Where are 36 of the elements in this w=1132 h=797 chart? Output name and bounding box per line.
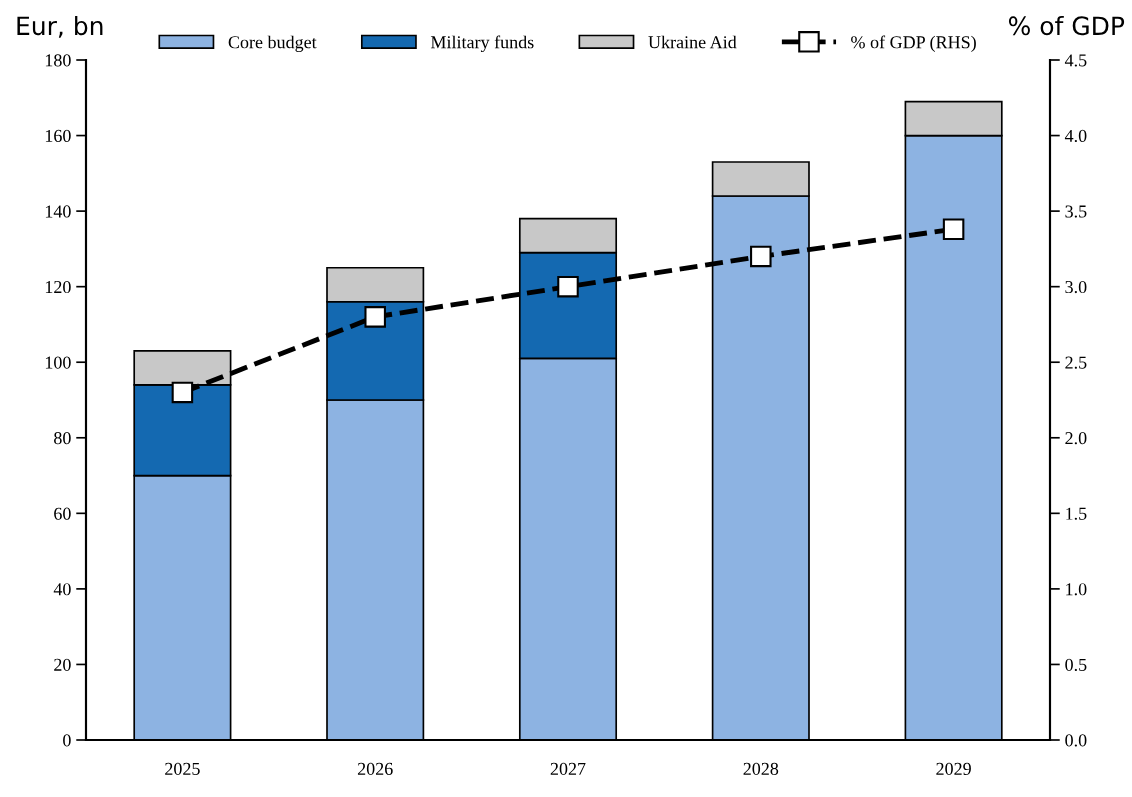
y-tick-label: 180 (45, 54, 71, 67)
point (557, 275, 579, 298)
y-tick-label: 0 (63, 734, 71, 747)
legend-label: Ukraine Aid (648, 35, 737, 49)
legend-label: Core budget (228, 35, 317, 53)
y-tick-label: 20 (54, 658, 71, 671)
point (750, 245, 772, 268)
legend-label: Military funds (430, 35, 534, 53)
y2-tick-label: 4.0 (1064, 129, 1087, 143)
y-tick-label: 40 (53, 583, 71, 596)
y-tick-label: 120 (45, 280, 71, 294)
y2-tick-label: 1.0 (1066, 583, 1087, 596)
y2-tick-label: 3.5 (1065, 205, 1087, 218)
x-tick-label: 2029 (936, 762, 971, 775)
x-tick-label: 2026 (357, 762, 393, 775)
y-tick-label: 100 (45, 356, 71, 369)
y2-tick-label: 1.5 (1066, 507, 1087, 520)
y-tick-label: 60 (54, 507, 71, 520)
y-axis-title: Eur, bn (17, 15, 103, 38)
y2-tick-label: 0.5 (1065, 658, 1087, 671)
y2-tick-label: 3.0 (1065, 280, 1087, 294)
y2-tick-label: 2.0 (1065, 432, 1087, 445)
y2-tick-label: 2.5 (1065, 356, 1087, 369)
x-tick-label: 2025 (165, 762, 200, 775)
x-tick-label: 2027 (550, 762, 586, 775)
point (171, 381, 194, 404)
point (942, 218, 965, 241)
y-tick-label: 160 (45, 129, 71, 142)
x-tick-label: 2028 (743, 762, 779, 775)
y2-axis-title: % of GDP (1008, 15, 1125, 36)
point (364, 306, 386, 328)
y2-tick-label: 0.0 (1065, 734, 1087, 747)
y2-tick-label: 4.5 (1064, 54, 1087, 67)
y-tick-label: 140 (45, 205, 71, 218)
legend-label: % of GDP (RHS) (851, 35, 976, 53)
y-tick-label: 80 (54, 432, 71, 445)
